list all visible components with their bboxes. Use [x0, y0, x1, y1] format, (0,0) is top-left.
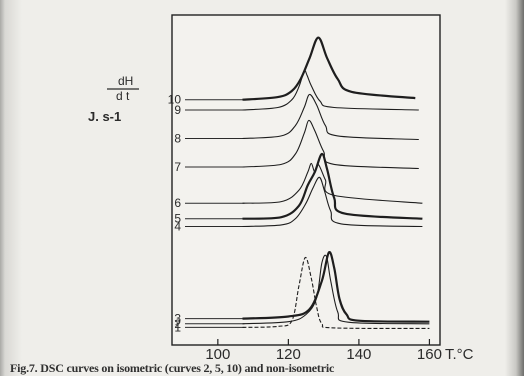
curve-label-7: 7	[174, 160, 181, 174]
curve-6	[242, 162, 423, 204]
curves-group	[242, 36, 430, 330]
x-tick-label-120: 120	[276, 346, 301, 363]
ylabel-dt: d t	[116, 89, 130, 103]
curve-label-9: 9	[174, 103, 181, 117]
x-axis-ticks: 100 120 140 160	[205, 339, 442, 363]
curve-1	[242, 256, 430, 330]
curve-label-4: 4	[174, 219, 181, 233]
curve-9	[242, 70, 419, 111]
figure-caption: Fig.7. DSC curves on isometric (curves 2…	[10, 361, 335, 375]
curve-7	[242, 119, 419, 170]
curve-5	[242, 152, 423, 220]
curve-label-8: 8	[174, 132, 181, 146]
curve-label-3: 3	[174, 312, 181, 326]
curve-label-group: 123 45 6 7 8 910	[168, 93, 245, 334]
x-unit-label: T.°C	[445, 346, 474, 363]
x-tick-label-100: 100	[205, 346, 230, 363]
x-tick-label-160: 160	[417, 346, 442, 363]
curve-3	[242, 251, 430, 323]
curve-label-5: 5	[174, 212, 181, 226]
x-tick-label-140: 140	[346, 346, 371, 363]
ylabel-dh: dH	[118, 74, 133, 88]
curve-label-10: 10	[168, 93, 182, 107]
curve-label-2: 2	[174, 317, 181, 331]
ylabel-unit: J. s-1	[88, 109, 121, 124]
curve-10	[242, 36, 416, 101]
curve-4	[242, 176, 423, 228]
curve-2	[242, 254, 430, 325]
curve-label-1: 1	[174, 320, 181, 334]
curve-8	[242, 93, 419, 141]
plot-frame	[171, 14, 441, 346]
curve-label-6: 6	[174, 196, 181, 210]
